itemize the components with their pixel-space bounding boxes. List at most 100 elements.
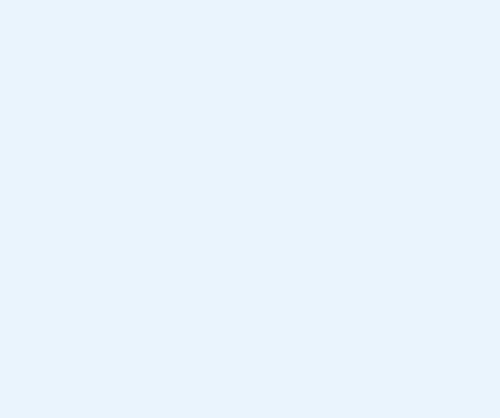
Circle shape: [388, 322, 389, 323]
Circle shape: [387, 339, 388, 340]
Circle shape: [358, 279, 359, 280]
Circle shape: [450, 285, 452, 287]
Circle shape: [278, 327, 280, 328]
Circle shape: [436, 189, 465, 213]
Circle shape: [215, 188, 238, 208]
Circle shape: [448, 325, 450, 326]
Circle shape: [464, 329, 466, 331]
Circle shape: [346, 329, 348, 330]
Circle shape: [478, 330, 479, 331]
Circle shape: [470, 299, 473, 301]
Circle shape: [440, 277, 442, 278]
Circle shape: [376, 344, 378, 345]
Circle shape: [292, 324, 293, 325]
Circle shape: [326, 234, 351, 257]
Circle shape: [468, 311, 471, 313]
Circle shape: [327, 340, 328, 341]
Circle shape: [358, 303, 360, 304]
Circle shape: [301, 345, 303, 347]
Circle shape: [361, 328, 363, 329]
Circle shape: [377, 342, 379, 343]
Circle shape: [376, 325, 378, 326]
Circle shape: [401, 326, 402, 327]
Circle shape: [266, 290, 268, 291]
Circle shape: [476, 286, 480, 289]
Circle shape: [182, 225, 209, 248]
Circle shape: [342, 306, 344, 308]
Circle shape: [305, 337, 306, 338]
Circle shape: [394, 336, 396, 337]
Circle shape: [442, 356, 444, 357]
Circle shape: [276, 293, 277, 294]
Circle shape: [424, 355, 426, 356]
Circle shape: [382, 332, 384, 333]
Circle shape: [270, 325, 272, 326]
Circle shape: [273, 329, 275, 331]
Text: DPDPy: DPDPy: [330, 146, 350, 151]
Circle shape: [186, 229, 204, 245]
Circle shape: [404, 299, 406, 300]
Circle shape: [460, 339, 462, 340]
Circle shape: [303, 359, 305, 360]
Circle shape: [365, 345, 367, 347]
Circle shape: [362, 297, 364, 298]
Circle shape: [474, 331, 476, 332]
Circle shape: [219, 191, 234, 204]
Circle shape: [304, 353, 306, 354]
Circle shape: [478, 305, 480, 306]
Circle shape: [439, 230, 458, 246]
FancyBboxPatch shape: [373, 320, 426, 361]
Circle shape: [379, 377, 380, 378]
Circle shape: [460, 354, 462, 355]
Circle shape: [365, 344, 367, 346]
Circle shape: [270, 324, 272, 325]
Circle shape: [296, 327, 297, 328]
Circle shape: [475, 294, 478, 296]
Circle shape: [49, 168, 76, 191]
Circle shape: [322, 326, 324, 328]
Circle shape: [374, 358, 376, 359]
Circle shape: [352, 339, 354, 341]
Circle shape: [478, 344, 480, 345]
Circle shape: [218, 194, 234, 207]
Text: DCHL+L: DCHL+L: [374, 167, 416, 176]
Circle shape: [434, 358, 436, 359]
Circle shape: [276, 291, 278, 293]
Circle shape: [377, 403, 378, 404]
Circle shape: [378, 340, 380, 341]
Circle shape: [268, 377, 270, 378]
Circle shape: [304, 323, 306, 324]
Circle shape: [344, 357, 346, 359]
Circle shape: [328, 356, 330, 357]
Circle shape: [383, 387, 384, 388]
Circle shape: [268, 355, 270, 356]
Circle shape: [363, 349, 365, 351]
Circle shape: [272, 400, 274, 402]
Circle shape: [435, 364, 437, 365]
Circle shape: [406, 293, 407, 294]
Circle shape: [436, 399, 438, 400]
Circle shape: [436, 303, 439, 306]
Circle shape: [82, 243, 102, 260]
Circle shape: [406, 288, 407, 290]
Circle shape: [401, 293, 402, 294]
Circle shape: [453, 307, 455, 308]
Circle shape: [320, 334, 322, 336]
Circle shape: [326, 349, 327, 350]
Circle shape: [470, 357, 471, 358]
Circle shape: [338, 307, 339, 308]
Circle shape: [375, 293, 376, 294]
Circle shape: [464, 342, 465, 344]
Circle shape: [331, 350, 332, 351]
Circle shape: [442, 333, 444, 334]
Circle shape: [272, 370, 274, 371]
Bar: [61, 357, 74, 405]
Circle shape: [342, 333, 344, 334]
Circle shape: [392, 147, 404, 150]
Circle shape: [321, 337, 323, 339]
Circle shape: [385, 346, 386, 347]
Circle shape: [454, 311, 455, 313]
Circle shape: [444, 342, 446, 343]
Circle shape: [304, 401, 306, 402]
Circle shape: [345, 324, 346, 325]
